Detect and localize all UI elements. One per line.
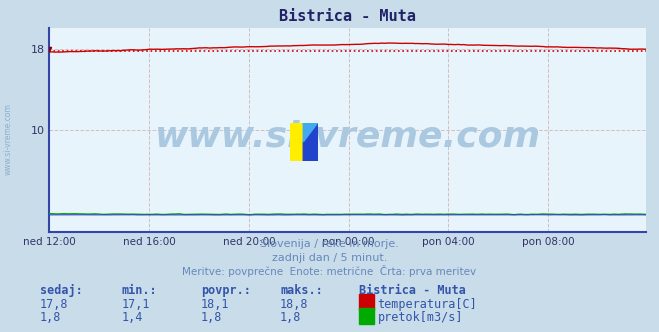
- Text: Bistrica - Muta: Bistrica - Muta: [359, 284, 466, 297]
- Text: 17,8: 17,8: [40, 298, 68, 311]
- Text: zadnji dan / 5 minut.: zadnji dan / 5 minut.: [272, 253, 387, 263]
- Text: 17,1: 17,1: [122, 298, 150, 311]
- Text: 18,8: 18,8: [280, 298, 308, 311]
- Text: temperatura[C]: temperatura[C]: [378, 298, 477, 311]
- Text: pretok[m3/s]: pretok[m3/s]: [378, 311, 463, 324]
- Text: 1,8: 1,8: [40, 311, 61, 324]
- Text: sedaj:: sedaj:: [40, 284, 82, 297]
- Text: Slovenija / reke in morje.: Slovenija / reke in morje.: [260, 239, 399, 249]
- Text: Meritve: povprečne  Enote: metrične  Črta: prva meritev: Meritve: povprečne Enote: metrične Črta:…: [183, 265, 476, 277]
- Title: Bistrica - Muta: Bistrica - Muta: [279, 9, 416, 24]
- Text: 18,1: 18,1: [201, 298, 229, 311]
- Text: 1,8: 1,8: [280, 311, 301, 324]
- Text: min.:: min.:: [122, 284, 158, 297]
- Text: www.si-vreme.com: www.si-vreme.com: [3, 104, 13, 175]
- Text: povpr.:: povpr.:: [201, 284, 251, 297]
- Text: 1,4: 1,4: [122, 311, 143, 324]
- Bar: [290, 123, 303, 161]
- Text: maks.:: maks.:: [280, 284, 323, 297]
- Text: www.si-vreme.com: www.si-vreme.com: [155, 120, 540, 153]
- Text: 1,8: 1,8: [201, 311, 222, 324]
- Polygon shape: [303, 123, 318, 161]
- Polygon shape: [303, 123, 318, 142]
